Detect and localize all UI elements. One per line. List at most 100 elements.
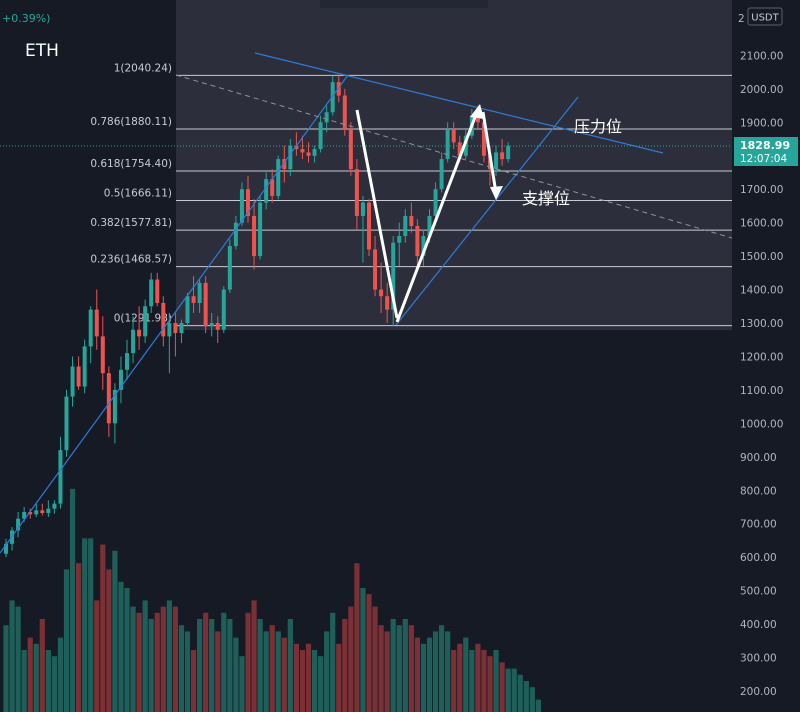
candle-body xyxy=(52,503,57,509)
volume-bar xyxy=(82,538,88,712)
candle-body xyxy=(367,202,371,250)
volume-bar xyxy=(27,637,33,712)
candle-body xyxy=(427,215,432,237)
candle-body xyxy=(409,215,414,226)
fib-level-label: 0.786(1880.11) xyxy=(90,116,172,128)
swing-arrows xyxy=(355,109,498,323)
candle-body xyxy=(500,152,505,160)
volume-bar xyxy=(221,612,227,712)
candle-body xyxy=(94,309,99,337)
currency-badge[interactable]: USDT xyxy=(751,13,779,24)
candle-body xyxy=(282,159,287,170)
volume-bar xyxy=(3,625,9,712)
volume-bar xyxy=(311,650,318,712)
candle-body xyxy=(16,518,21,531)
volume-bar xyxy=(154,612,160,712)
candle-body xyxy=(155,279,160,303)
candle-body xyxy=(22,511,27,519)
candle-body xyxy=(82,346,87,387)
volume-bar xyxy=(281,637,287,712)
arrow-head-up-icon xyxy=(470,104,484,119)
candle-body xyxy=(336,82,341,96)
candle-body xyxy=(40,510,45,513)
price-tick-label: 600.00 xyxy=(740,552,777,564)
volume-bar xyxy=(21,650,27,712)
uptrend-channel-line[interactable] xyxy=(0,74,349,554)
volume-bar xyxy=(166,600,172,712)
price-tick-label: 1200.00 xyxy=(740,351,783,363)
candle-body xyxy=(415,225,420,257)
candle-body xyxy=(70,366,75,397)
volume-bar xyxy=(100,544,106,712)
volume-bar xyxy=(263,631,269,712)
candle-body xyxy=(215,323,220,330)
price-tick-label: 1100.00 xyxy=(740,385,783,397)
candle-body xyxy=(439,159,444,190)
volume-bar xyxy=(523,681,529,712)
fib-level-label: 0(1291.98) xyxy=(114,313,172,325)
candle-body xyxy=(348,128,353,170)
arrow-down-short xyxy=(481,111,498,194)
candle-body xyxy=(300,149,305,153)
candle-body xyxy=(149,279,154,307)
candle-body xyxy=(258,202,263,257)
volume-bar xyxy=(402,619,408,712)
support-trendline[interactable] xyxy=(395,96,579,326)
volume-bar xyxy=(469,650,475,712)
volume-bar xyxy=(336,643,342,712)
candle-body xyxy=(342,95,347,129)
resistance-trendline[interactable] xyxy=(254,52,664,154)
volume-bar xyxy=(463,637,469,712)
volume-bar xyxy=(15,606,21,712)
volume-bar xyxy=(487,656,493,712)
fib-diagonal-dashed[interactable] xyxy=(175,74,733,239)
candle-body xyxy=(457,142,462,156)
volume-bar xyxy=(136,612,142,712)
price-tick-label: 400.00 xyxy=(740,619,777,631)
candle-body xyxy=(433,189,438,216)
candle-body xyxy=(143,306,148,337)
volume-bar xyxy=(354,563,360,712)
volume-bar xyxy=(33,643,39,712)
volume-bar xyxy=(160,606,166,712)
price-tick-label: 1400.00 xyxy=(740,285,783,297)
candle-body xyxy=(34,510,39,515)
arrow-up-leg xyxy=(395,111,479,323)
currency-badge-box[interactable] xyxy=(747,7,783,26)
volume-bar xyxy=(76,563,82,712)
candle-body xyxy=(288,145,293,170)
volume-bar xyxy=(94,600,100,712)
current-price-tag xyxy=(734,137,798,166)
fib-level-label: 0.236(1468.57) xyxy=(90,254,172,266)
volume-bar xyxy=(360,588,366,712)
price-tick-label: 1900.00 xyxy=(740,117,783,129)
volume-bar xyxy=(251,600,257,712)
candle-body xyxy=(373,249,378,290)
price-tick-label: 1700.00 xyxy=(740,184,783,196)
volume-bar xyxy=(390,619,396,712)
volume-bar xyxy=(9,600,15,712)
volume-bar xyxy=(178,625,185,712)
volume-bar xyxy=(148,619,154,712)
candle-body xyxy=(106,373,111,424)
volume-bar xyxy=(299,650,306,712)
candle-body xyxy=(506,145,511,160)
fib-level-label: 1(2040.24) xyxy=(114,62,172,74)
candle-body xyxy=(475,115,480,123)
volume-bar xyxy=(209,619,215,712)
candle-body xyxy=(264,179,269,203)
candle-body xyxy=(112,389,117,424)
volume-bar xyxy=(106,569,112,712)
candle-body xyxy=(318,122,323,150)
volume-bar xyxy=(275,631,281,712)
volume-bar xyxy=(396,625,402,712)
arrow-down-leg xyxy=(355,109,399,319)
candle-body xyxy=(76,366,81,387)
price-tick-label: 300.00 xyxy=(740,653,777,665)
candle-body xyxy=(385,296,390,310)
candle-body xyxy=(64,396,69,451)
volume-bar xyxy=(432,631,439,712)
candle-body xyxy=(451,128,456,143)
volume-bar xyxy=(57,637,64,712)
